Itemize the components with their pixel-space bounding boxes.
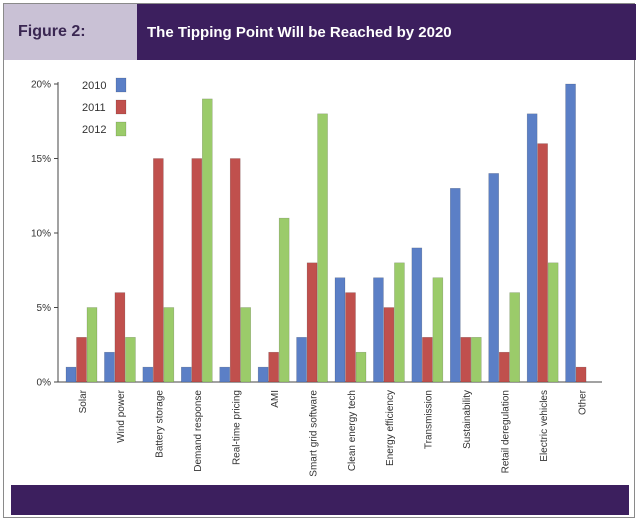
bar-2010-9 <box>411 247 423 383</box>
bar-2012-2 <box>163 307 175 383</box>
bar-2012-10 <box>471 337 482 383</box>
bar-2010-13 <box>565 83 576 383</box>
x-tick-label: Transmission <box>424 390 435 449</box>
y-tick-label: 15% <box>31 154 51 165</box>
bar-2012-11 <box>509 292 520 383</box>
x-tick-label: Retail deregulation <box>500 390 511 473</box>
bar-2010-8 <box>373 277 384 383</box>
bar-2011-11 <box>498 351 510 383</box>
footer-bar <box>11 485 629 515</box>
bar-2011-4 <box>229 158 241 383</box>
bar-2012-12 <box>547 262 559 383</box>
bar-2012-7 <box>355 351 367 383</box>
y-tick-label: 5% <box>37 303 52 314</box>
bar-2011-2 <box>153 158 164 383</box>
bar-2011-3 <box>191 158 203 383</box>
y-tick-label: 0% <box>37 378 52 389</box>
legend-swatch-2010 <box>115 77 127 93</box>
bar-2012-1 <box>125 337 136 383</box>
bar-2010-7 <box>334 277 346 383</box>
bar-2012-5 <box>278 217 290 383</box>
bar-2011-1 <box>114 292 126 383</box>
bar-2010-4 <box>219 366 230 383</box>
x-tick-label: Other <box>577 389 588 415</box>
x-tick-label: Energy efficiency <box>385 390 396 466</box>
x-tick-label: Smart grid software <box>308 390 319 477</box>
legend-label-2011: 2011 <box>82 102 106 114</box>
bar-2010-5 <box>257 366 269 383</box>
x-tick-label: Sustainability <box>462 390 473 449</box>
legend-label-2010: 2010 <box>82 80 106 92</box>
figure-label: Figure 2: <box>4 4 137 60</box>
x-tick-label: Wind power <box>116 389 127 442</box>
x-tick-label: Real-time pricing <box>231 390 242 465</box>
x-tick-label: Battery storage <box>155 390 166 458</box>
bar-2011-7 <box>345 292 356 383</box>
bar-2010-6 <box>296 337 307 383</box>
bar-2010-10 <box>450 188 461 383</box>
figure-header: Figure 2: The Tipping Point Will be Reac… <box>4 4 636 60</box>
bar-2010-1 <box>104 351 115 383</box>
bar-2012-4 <box>240 307 251 383</box>
x-tick-label: Electric vehicles <box>539 390 550 462</box>
bar-2010-12 <box>526 113 538 383</box>
x-tick-label: Demand response <box>193 390 204 472</box>
bar-2012-6 <box>317 113 328 383</box>
bar-2011-8 <box>383 307 395 383</box>
bar-2010-2 <box>142 366 154 383</box>
y-tick-label: 20% <box>31 80 51 91</box>
bar-2012-3 <box>202 98 213 383</box>
bar-2011-10 <box>460 337 472 383</box>
bar-2010-0 <box>65 366 77 383</box>
x-tick-label: AMI <box>270 390 281 408</box>
bar-2011-0 <box>76 337 87 383</box>
y-tick-label: 10% <box>31 229 51 240</box>
bar-2011-6 <box>306 262 318 383</box>
bar-2012-9 <box>432 277 444 383</box>
bar-2010-3 <box>181 366 192 383</box>
bar-2011-9 <box>422 337 433 383</box>
legend-label-2012: 2012 <box>82 124 106 136</box>
figure-title: The Tipping Point Will be Reached by 202… <box>137 4 636 60</box>
bar-2012-8 <box>394 262 405 383</box>
bar-2011-13 <box>575 366 587 383</box>
x-tick-label: Solar <box>78 389 89 413</box>
x-tick-label: Clean energy tech <box>347 390 358 471</box>
bar-2012-0 <box>86 307 98 383</box>
legend-swatch-2011 <box>115 99 127 115</box>
legend-swatch-2012 <box>115 121 127 137</box>
bar-2010-11 <box>488 173 499 383</box>
bar-2011-5 <box>268 351 279 383</box>
bar-2011-12 <box>537 143 548 383</box>
